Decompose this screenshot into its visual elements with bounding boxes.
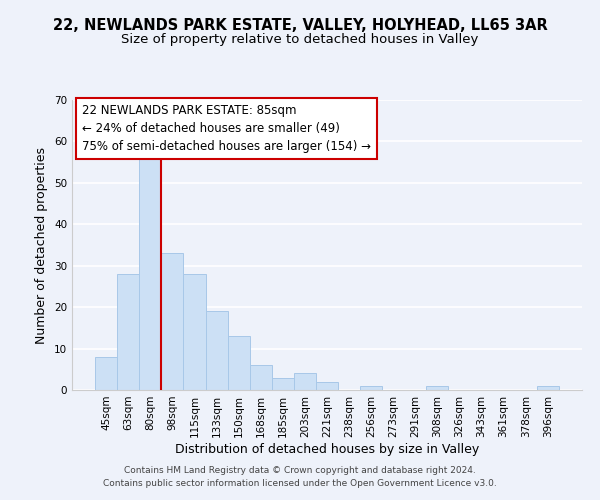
Bar xyxy=(139,154,161,390)
X-axis label: Distribution of detached houses by size in Valley: Distribution of detached houses by size … xyxy=(175,442,479,456)
Bar xyxy=(360,386,382,390)
Bar xyxy=(250,365,272,390)
Text: Size of property relative to detached houses in Valley: Size of property relative to detached ho… xyxy=(121,32,479,46)
Bar xyxy=(95,357,117,390)
Bar xyxy=(227,336,250,390)
Bar xyxy=(272,378,294,390)
Bar xyxy=(184,274,206,390)
Y-axis label: Number of detached properties: Number of detached properties xyxy=(35,146,49,344)
Bar xyxy=(206,312,227,390)
Bar xyxy=(161,254,184,390)
Text: 22, NEWLANDS PARK ESTATE, VALLEY, HOLYHEAD, LL65 3AR: 22, NEWLANDS PARK ESTATE, VALLEY, HOLYHE… xyxy=(53,18,547,32)
Text: Contains HM Land Registry data © Crown copyright and database right 2024.
Contai: Contains HM Land Registry data © Crown c… xyxy=(103,466,497,487)
Bar xyxy=(117,274,139,390)
Text: 22 NEWLANDS PARK ESTATE: 85sqm
← 24% of detached houses are smaller (49)
75% of : 22 NEWLANDS PARK ESTATE: 85sqm ← 24% of … xyxy=(82,104,371,154)
Bar xyxy=(316,382,338,390)
Bar xyxy=(427,386,448,390)
Bar xyxy=(537,386,559,390)
Bar xyxy=(294,374,316,390)
